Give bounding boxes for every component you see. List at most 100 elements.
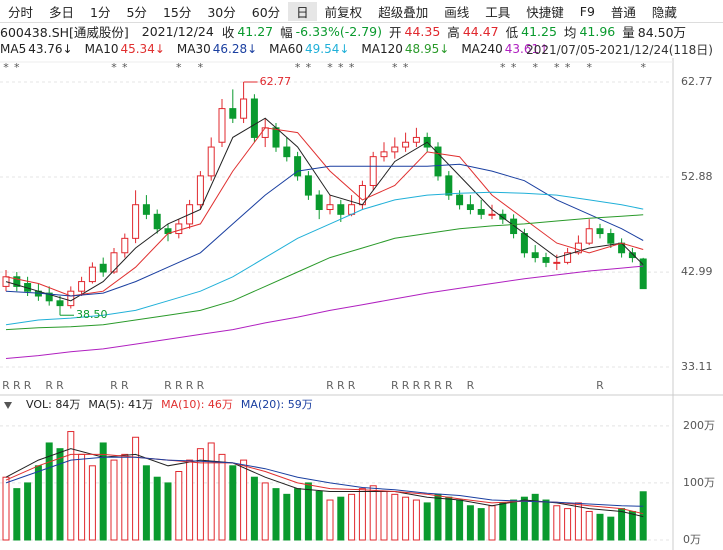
ma-line — [5, 191, 644, 326]
event-star: * — [198, 61, 204, 74]
volume-bar — [412, 499, 420, 541]
candle-body — [56, 300, 64, 307]
event-star: * — [403, 61, 409, 74]
candle-body — [574, 242, 582, 254]
candle-body — [326, 204, 334, 211]
quote-value: -6.33%(-2.79) — [295, 23, 382, 39]
toolbar-button[interactable]: 分时 — [8, 4, 34, 20]
toolbar: 分时 多日 1分 5分 15分 30分 60分日前复权 超级叠加 画线 工具 快捷键 F9 普通 隐藏 — [0, 0, 723, 23]
ma-line — [5, 117, 644, 302]
event-star: * — [327, 61, 333, 74]
event-star: * — [349, 61, 355, 74]
event-r: R — [391, 379, 399, 392]
candle-body — [304, 175, 312, 196]
toolbar-button[interactable]: 5分 — [126, 4, 147, 20]
candle-body — [466, 204, 474, 211]
event-star: * — [176, 61, 182, 74]
volume-bar — [164, 482, 172, 541]
legend-item: MA5 43.76↓ — [0, 42, 79, 56]
candle-body — [153, 213, 161, 230]
annotation: 38.50 — [76, 308, 108, 321]
quote-value: 44.47 — [462, 23, 499, 39]
candle-body — [78, 281, 86, 292]
event-star: * — [565, 61, 571, 74]
candle-body — [175, 223, 183, 235]
event-r: R — [2, 379, 10, 392]
volume-bar — [88, 465, 96, 541]
candle-body — [229, 108, 237, 119]
toolbar-button[interactable]: 60分 — [251, 4, 281, 20]
quote-date: 2021/12/24 — [141, 23, 214, 39]
candle-body — [380, 151, 388, 158]
toolbar-button[interactable]: 前复权 — [324, 4, 363, 20]
toolbar-button[interactable]: 30分 — [207, 4, 236, 20]
toolbar-button[interactable]: 画线 — [444, 4, 470, 20]
quote-label: 高 — [447, 24, 460, 40]
candle-body — [218, 108, 226, 143]
quote-value: 44.35 — [404, 23, 441, 39]
candle-body — [596, 228, 604, 235]
event-star: * — [511, 61, 517, 74]
legend-name: MA30 — [176, 42, 211, 56]
toolbar-button[interactable]: 多日 — [49, 4, 75, 20]
volume-bar — [358, 488, 366, 541]
volume-bar — [585, 510, 593, 541]
event-star: * — [640, 61, 646, 74]
volume-bar — [466, 505, 474, 541]
date-range: 2021/07/05-2021/12/24(118日) — [526, 42, 713, 57]
volume-bar — [250, 476, 258, 541]
candle-body — [294, 156, 302, 177]
volume-bar — [542, 499, 550, 541]
event-star: * — [14, 61, 20, 74]
volume-bar — [207, 442, 215, 541]
volume-bar — [142, 465, 150, 541]
candle-body — [499, 213, 507, 220]
legend-value: 48.95↓ — [404, 42, 450, 56]
toolbar-button[interactable]: 快捷键 — [526, 4, 564, 20]
candle-body — [402, 141, 410, 148]
toolbar-button[interactable]: 工具 — [485, 4, 511, 20]
event-r: R — [197, 379, 205, 392]
candle-body — [121, 237, 129, 254]
toolbar-button[interactable]: 1分 — [90, 4, 111, 20]
event-r: R — [445, 379, 453, 392]
candle-body — [99, 263, 107, 273]
y-tick-label: 52.88 — [681, 170, 713, 183]
quote-label: 开 — [388, 24, 402, 40]
legend-item: MA10 45.34↓ — [85, 42, 171, 56]
candle-body — [272, 127, 280, 148]
toolbar-button[interactable]: 15分 — [162, 4, 192, 20]
y-tick-label: 62.77 — [681, 75, 713, 88]
candle-body — [337, 204, 345, 215]
volume-bar — [45, 442, 53, 541]
volume-bar — [337, 496, 345, 541]
ma-line — [5, 127, 644, 297]
legend-text: MA(10): 46万 — [161, 398, 233, 411]
event-r: R — [337, 379, 345, 392]
toolbar-button[interactable]: 超级叠加 — [378, 4, 429, 20]
volume-bar — [272, 488, 280, 541]
toolbar-button[interactable]: 普通 — [610, 4, 636, 20]
candle-body — [456, 194, 464, 206]
ma-line — [5, 163, 644, 297]
toolbar-button[interactable]: 隐藏 — [651, 4, 677, 20]
collapse-icon[interactable] — [4, 402, 12, 409]
volume-bar — [304, 482, 312, 541]
volume-bar — [218, 453, 226, 541]
volume-bar — [520, 496, 528, 541]
quote-value: 84.50万 — [637, 24, 687, 40]
y-tick-label: 33.11 — [681, 360, 713, 373]
toolbar-button[interactable]: 日 — [288, 1, 317, 21]
quote-label: 均 — [563, 24, 577, 40]
candle-body — [315, 194, 323, 211]
toolbar-button[interactable]: F9 — [579, 3, 595, 19]
event-r: R — [13, 379, 21, 392]
candle-body — [132, 204, 140, 239]
volume-bar — [380, 490, 388, 541]
candle-body — [240, 98, 248, 119]
legend-value: 43.61↑ — [504, 42, 550, 56]
volume-bar — [477, 508, 485, 541]
event-star: * — [111, 61, 117, 74]
